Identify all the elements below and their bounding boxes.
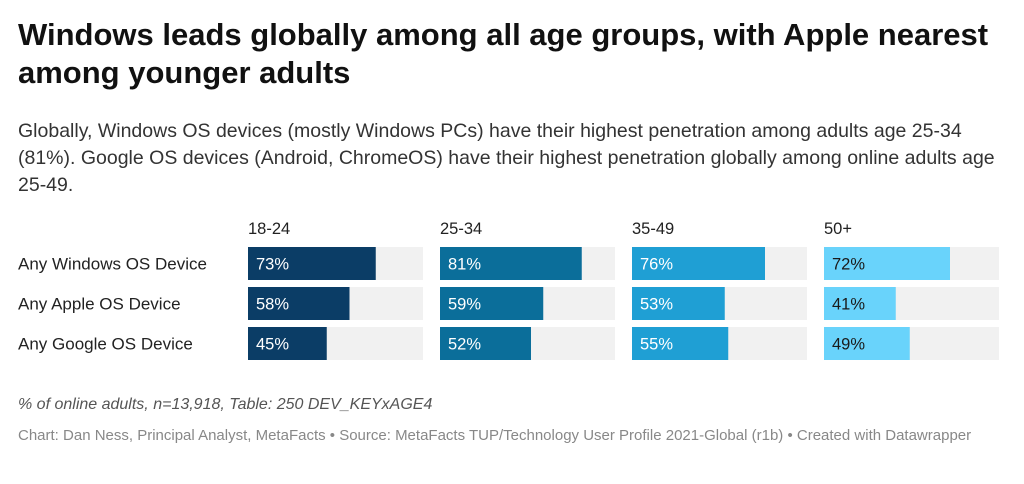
chart-title: Windows leads globally among all age gro… (18, 17, 989, 90)
chart-note: % of online adults, n=13,918, Table: 250… (18, 396, 433, 413)
bar (824, 247, 950, 280)
bar (248, 247, 376, 280)
bar (248, 287, 350, 320)
bar (632, 247, 765, 280)
bar-value-label: 53% (640, 296, 673, 314)
bar (824, 287, 896, 320)
bar (440, 247, 582, 280)
series-header: 25-34 (440, 220, 482, 238)
bar-value-label: 81% (448, 256, 481, 274)
chart-credit: Chart: Dan Ness, Principal Analyst, Meta… (18, 427, 972, 444)
category-label: Any Google OS Device (18, 335, 193, 354)
bar-value-label: 59% (448, 296, 481, 314)
bar (824, 327, 910, 360)
bar-value-label: 41% (832, 296, 865, 314)
bar (248, 327, 327, 360)
bar-value-label: 45% (256, 336, 289, 354)
series-header: 35-49 (632, 220, 674, 238)
bar (440, 287, 544, 320)
category-label: Any Apple OS Device (18, 295, 181, 314)
bar-value-label: 76% (640, 256, 673, 274)
chart-subtitle: Globally, Windows OS devices (mostly Win… (18, 120, 995, 196)
bar-value-label: 72% (832, 256, 865, 274)
bar-chart: Any Windows OS Device Any Apple OS Device… (18, 220, 999, 360)
category-label: Any Windows OS Device (18, 255, 207, 274)
series-header: 50+ (824, 220, 852, 238)
bar (632, 287, 725, 320)
bar-value-label: 52% (448, 336, 481, 354)
bar (440, 327, 531, 360)
bar-value-label: 49% (832, 336, 865, 354)
bar-value-label: 55% (640, 336, 673, 354)
bar-value-label: 73% (256, 256, 289, 274)
bar-value-label: 58% (256, 296, 289, 314)
bar (632, 327, 729, 360)
series-header: 18-24 (248, 220, 290, 238)
